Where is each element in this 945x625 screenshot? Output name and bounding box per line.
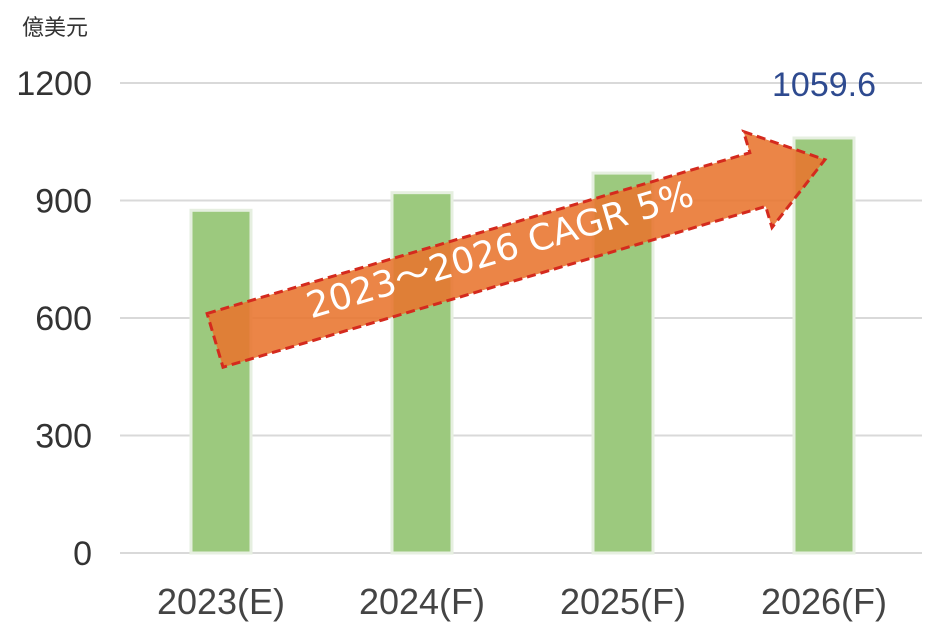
x-category-label: 2026(F) [761,581,887,622]
y-tick-label: 0 [73,535,92,573]
y-tick-label: 600 [35,300,92,338]
data-labels: 1059.6 [772,66,876,104]
x-axis-labels: 2023(E) 2024(F) 2025(F) 2026(F) [157,581,887,622]
y-axis-unit-label: 億美元 [22,16,89,41]
data-label: 1059.6 [772,66,876,104]
cagr-arrow-annotation: 2023～2026 CAGR 5% [205,129,828,370]
x-category-label: 2025(F) [560,581,686,622]
y-tick-label: 1200 [16,65,92,103]
y-tick-label: 900 [35,183,92,221]
cagr-arrow-shape [205,129,828,370]
y-axis-ticks: 0 300 600 900 1200 [16,65,92,573]
x-category-label: 2023(E) [157,581,285,622]
y-tick-label: 300 [35,418,92,456]
bar [792,136,856,555]
x-category-label: 2024(F) [359,581,485,622]
bar [189,208,253,555]
